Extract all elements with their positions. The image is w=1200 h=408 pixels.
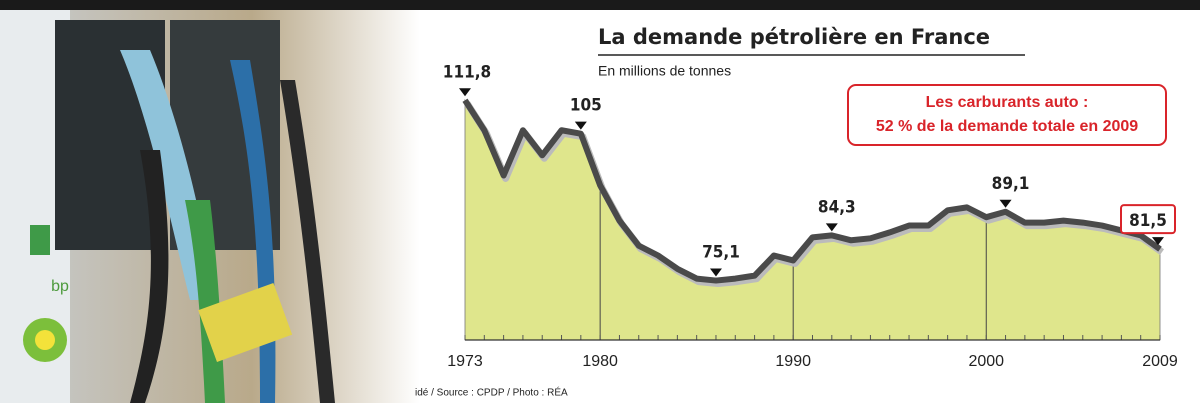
photo: bp bbox=[0, 10, 420, 403]
label-marker bbox=[1152, 237, 1164, 246]
x-tick-label: 1980 bbox=[582, 353, 618, 370]
top-bar bbox=[0, 0, 1200, 10]
data-label: 111,8 bbox=[443, 62, 491, 82]
data-label: 89,1 bbox=[992, 174, 1030, 194]
label-marker bbox=[709, 268, 722, 277]
callout-line: Les carburants auto : bbox=[926, 94, 1089, 111]
data-label: 75,1 bbox=[702, 243, 740, 263]
x-tick-label: 2009 bbox=[1142, 353, 1178, 370]
label-marker bbox=[574, 121, 587, 130]
data-label: 81,5 bbox=[1129, 211, 1167, 231]
chart-title: La demande pétrolière en France bbox=[598, 25, 990, 49]
line bbox=[462, 98, 1162, 284]
subtitle: En millions de tonnes bbox=[598, 63, 731, 79]
source: idé / Source : CPDP / Photo : RÉA bbox=[415, 386, 568, 399]
x-tick-label: 2000 bbox=[968, 353, 1004, 370]
label-marker bbox=[459, 88, 471, 97]
data-label: 84,3 bbox=[818, 197, 856, 217]
label-box bbox=[1120, 204, 1176, 235]
svg-text:bp: bp bbox=[51, 278, 69, 295]
x-tick-label: 1990 bbox=[775, 353, 811, 370]
x-tick-label: 1973 bbox=[447, 353, 483, 370]
label-marker bbox=[825, 223, 838, 232]
callout-line: 52 % de la demande totale en 2009 bbox=[876, 118, 1138, 135]
label-marker bbox=[999, 199, 1012, 208]
data-label: 105 bbox=[570, 96, 602, 116]
callout-box bbox=[847, 84, 1167, 146]
